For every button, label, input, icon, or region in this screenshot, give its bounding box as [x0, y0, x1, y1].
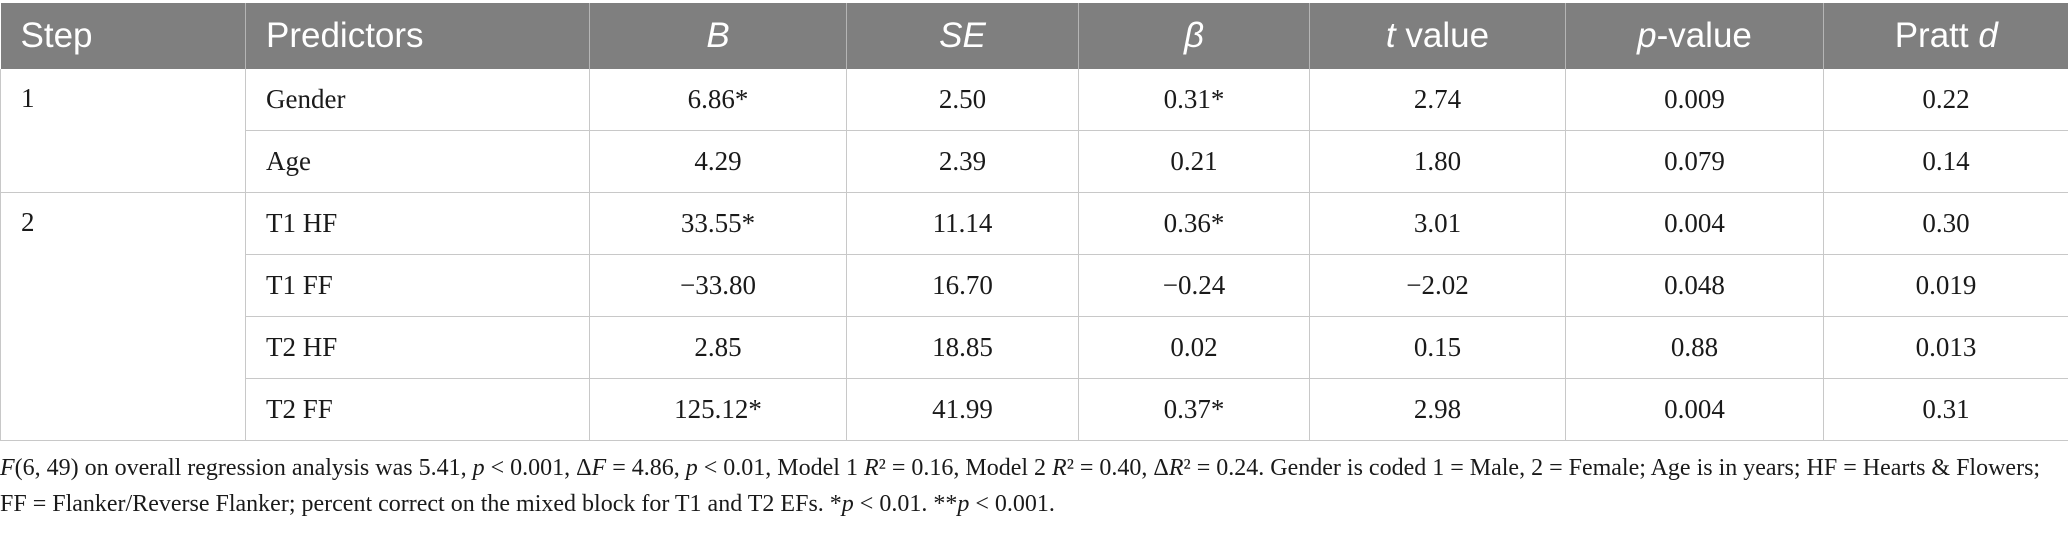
- header-pratt-italic: d: [1978, 16, 1998, 55]
- footnote-segment: F: [591, 455, 607, 481]
- se-cell: 41.99: [846, 378, 1079, 441]
- table-row: 1 Gender 6.86* 2.50 0.31* 2.74 0.009 0.22: [0, 69, 2068, 193]
- footnote-segment: ² = 0.16, Model 2: [878, 455, 1053, 481]
- pratt-cell: 0.013: [1823, 316, 2068, 379]
- beta-cell: 0.21: [1078, 130, 1310, 193]
- step-cell: 2: [0, 192, 246, 441]
- predictor-cell: T1 FF: [245, 254, 590, 317]
- header-t-italic: t: [1385, 16, 1396, 55]
- table-row: T1 FF −33.80 16.70 −0.24 −2.02 0.048 0.019: [1, 254, 2068, 317]
- footnote-segment: R: [1052, 455, 1067, 481]
- predictor-cell: Gender: [245, 69, 590, 131]
- se-cell: 18.85: [846, 316, 1079, 379]
- header-p-value: p-value: [1565, 3, 1824, 69]
- footnote-segment: R: [1168, 455, 1184, 481]
- t-cell: 1.80: [1309, 130, 1566, 193]
- table-row: T2 FF 125.12* 41.99 0.37* 2.98 0.004 0.31: [1, 378, 2068, 441]
- b-cell: −33.80: [589, 254, 847, 317]
- se-cell: 16.70: [846, 254, 1079, 317]
- beta-cell: 0.37*: [1078, 378, 1310, 441]
- header-t-value: t value: [1309, 3, 1566, 69]
- footnote-segment: p: [841, 491, 854, 517]
- step-cell: 1: [0, 69, 246, 193]
- beta-cell: 0.36*: [1078, 192, 1310, 255]
- p-cell: 0.004: [1565, 378, 1824, 441]
- t-cell: 0.15: [1309, 316, 1566, 379]
- header-p-rest: -value: [1656, 16, 1752, 55]
- b-cell: 2.85: [589, 316, 847, 379]
- t-cell: −2.02: [1309, 254, 1566, 317]
- pratt-cell: 0.019: [1823, 254, 2068, 317]
- footnote-segment: = 4.86,: [606, 455, 686, 481]
- t-cell: 2.74: [1309, 69, 1566, 131]
- pratt-cell: 0.14: [1823, 130, 2068, 193]
- p-cell: 0.88: [1565, 316, 1824, 379]
- table-footnote: F(6, 49) on overall regression analysis …: [0, 450, 2060, 522]
- p-cell: 0.079: [1565, 130, 1824, 193]
- t-cell: 2.98: [1309, 378, 1566, 441]
- table-row: Age 4.29 2.39 0.21 1.80 0.079 0.14: [1, 130, 2068, 193]
- footnote-segment: p: [957, 491, 970, 517]
- beta-cell: 0.02: [1078, 316, 1310, 379]
- footnote-segment: p: [472, 455, 485, 481]
- footnote-segment: < 0.001, Δ: [484, 455, 592, 481]
- p-cell: 0.004: [1565, 192, 1824, 255]
- header-row: Step Predictors B SE β t value p-value P…: [0, 3, 2068, 69]
- p-cell: 0.048: [1565, 254, 1824, 317]
- footnote-segment: < 0.01. **: [853, 491, 958, 517]
- header-b: B: [589, 3, 847, 69]
- pratt-cell: 0.22: [1823, 69, 2068, 131]
- table-row: 2 T1 HF 33.55* 11.14 0.36* 3.01 0.004 0.30: [0, 192, 2068, 441]
- header-beta: β: [1078, 3, 1310, 69]
- pratt-cell: 0.31: [1823, 378, 2068, 441]
- table-body: 1 Gender 6.86* 2.50 0.31* 2.74 0.009 0.22 Age 4.2…: [0, 69, 2068, 441]
- header-t-rest: value: [1395, 16, 1490, 55]
- b-cell: 125.12*: [589, 378, 847, 441]
- se-cell: 11.14: [846, 192, 1079, 255]
- footnote-segment: ² = 0.24. Gender is coded 1 = Male, 2 = …: [0, 455, 2041, 517]
- predictor-cell: Age: [245, 130, 590, 193]
- footnote-segment: p: [685, 455, 698, 481]
- table-row: T2 HF 2.85 18.85 0.02 0.15 0.88 0.013: [1, 316, 2068, 379]
- header-p-italic: p: [1637, 16, 1657, 55]
- b-cell: 6.86*: [589, 69, 847, 131]
- footnote-segment: (6, 49) on overall regression analysis w…: [14, 455, 473, 481]
- footnote-segment: F: [0, 455, 15, 481]
- header-beta-label: β: [1184, 16, 1204, 55]
- table-header: Step Predictors B SE β t value p-value P…: [0, 3, 2068, 69]
- b-cell: 4.29: [589, 130, 847, 193]
- header-se: SE: [846, 3, 1079, 69]
- predictor-cell: T2 FF: [245, 378, 590, 441]
- predictor-cell: T2 HF: [245, 316, 590, 379]
- footnote-segment: ² = 0.40, Δ: [1066, 455, 1169, 481]
- p-cell: 0.009: [1565, 69, 1824, 131]
- header-pratt-d: Pratt d: [1823, 3, 2068, 69]
- se-cell: 2.50: [846, 69, 1079, 131]
- beta-cell: 0.31*: [1078, 69, 1310, 131]
- header-se-label: SE: [939, 16, 986, 55]
- footnote-segment: < 0.001.: [969, 491, 1055, 517]
- header-pratt-plain: Pratt: [1894, 16, 1979, 55]
- header-b-label: B: [706, 16, 730, 55]
- pratt-cell: 0.30: [1823, 192, 2068, 255]
- footnote-segment: R: [863, 455, 879, 481]
- predictor-cell: T1 HF: [245, 192, 590, 255]
- se-cell: 2.39: [846, 130, 1079, 193]
- beta-cell: −0.24: [1078, 254, 1310, 317]
- regression-table-container: Step Predictors B SE β t value p-value P…: [0, 3, 2068, 441]
- header-step: Step: [0, 3, 246, 69]
- b-cell: 33.55*: [589, 192, 847, 255]
- header-predictors: Predictors: [245, 3, 590, 69]
- t-cell: 3.01: [1309, 192, 1566, 255]
- footnote-segment: < 0.01, Model 1: [697, 455, 864, 481]
- regression-table: Step Predictors B SE β t value p-value P…: [0, 3, 2068, 441]
